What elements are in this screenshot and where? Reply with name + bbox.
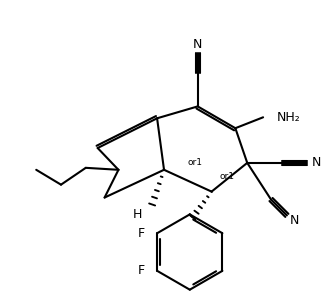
- Text: N: N: [312, 156, 321, 169]
- Text: F: F: [138, 264, 145, 277]
- Text: N: N: [290, 214, 300, 227]
- Text: or1: or1: [219, 172, 234, 181]
- Text: F: F: [138, 227, 145, 240]
- Text: N: N: [193, 38, 202, 52]
- Text: H: H: [133, 208, 142, 221]
- Text: or1: or1: [188, 158, 203, 167]
- Text: NH₂: NH₂: [277, 111, 301, 124]
